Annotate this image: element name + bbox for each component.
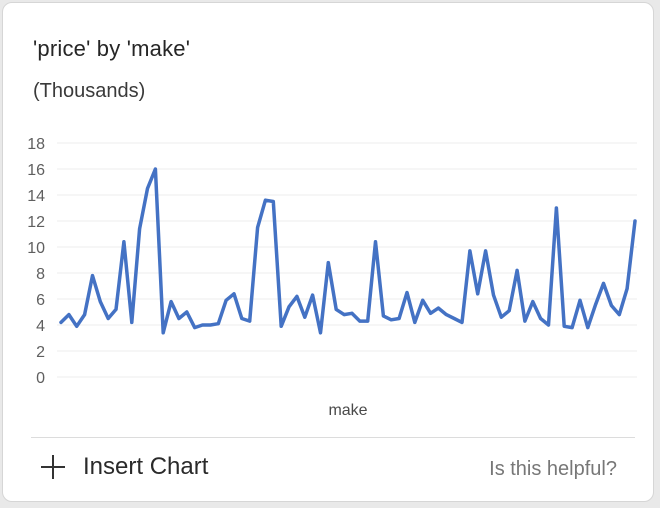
series-points [59, 167, 637, 335]
data-point [374, 240, 378, 244]
plus-icon [39, 453, 67, 481]
data-point [594, 302, 598, 306]
data-point [287, 305, 291, 309]
data-point [114, 307, 118, 311]
data-point [452, 317, 456, 320]
data-point [248, 319, 252, 323]
data-point [405, 291, 409, 294]
data-point [570, 326, 574, 330]
data-point [444, 313, 448, 317]
x-axis-label: make [328, 402, 367, 419]
data-point [271, 200, 275, 203]
y-tick-label: 0 [36, 370, 45, 387]
y-tick-label: 18 [27, 136, 45, 153]
chart-card: 'price' by 'make' (Thousands) 0 2 4 6 8 10 12 1… [2, 2, 654, 502]
data-point [311, 293, 315, 297]
y-tick-label: 6 [36, 292, 45, 309]
y-tick-label: 16 [27, 162, 45, 179]
data-point [350, 311, 354, 315]
y-tick-label: 8 [36, 266, 45, 283]
data-point [326, 261, 330, 265]
y-tick-label: 10 [27, 240, 45, 257]
data-point [263, 198, 267, 202]
data-point [185, 310, 189, 314]
data-point [484, 249, 488, 253]
data-point [318, 331, 322, 335]
data-point [256, 226, 260, 229]
data-point [366, 319, 370, 323]
data-point [539, 317, 543, 320]
data-point [208, 323, 212, 327]
chart-gridlines [57, 142, 637, 378]
data-point [523, 319, 527, 323]
data-point [201, 323, 205, 327]
helpful-feedback-link[interactable]: Is this helpful? [489, 458, 617, 480]
data-point [609, 304, 613, 307]
data-point [617, 313, 621, 317]
series-line [59, 167, 637, 335]
data-point [547, 323, 551, 327]
data-point [295, 294, 299, 298]
y-axis-ticks: 0 2 4 6 8 10 12 14 16 18 [27, 136, 45, 387]
data-point [429, 311, 433, 315]
data-point [138, 227, 142, 231]
data-point [460, 320, 464, 324]
data-point [83, 313, 87, 317]
chart-title: 'price' by 'make' [33, 36, 191, 61]
data-point [75, 324, 79, 328]
data-point [554, 206, 558, 210]
data-point [130, 320, 134, 324]
data-point [169, 300, 173, 304]
data-point [303, 315, 307, 319]
data-point [279, 324, 283, 328]
y-tick-label: 2 [36, 344, 45, 361]
data-point [145, 187, 149, 190]
data-point [562, 324, 566, 328]
y-tick-label: 4 [36, 318, 45, 335]
data-point [193, 326, 197, 330]
insert-chart-button[interactable]: Insert Chart [39, 453, 208, 481]
data-point [232, 292, 236, 296]
data-point [358, 319, 362, 323]
data-point [625, 287, 629, 291]
data-point [468, 249, 472, 253]
data-point [106, 317, 110, 320]
data-point [436, 306, 440, 310]
data-point [342, 313, 346, 317]
data-point [586, 326, 590, 330]
data-point [224, 298, 228, 302]
data-point [153, 167, 157, 171]
data-point [491, 293, 495, 297]
data-point [578, 298, 582, 302]
data-point [515, 268, 519, 272]
data-point [507, 309, 511, 313]
data-point [67, 313, 71, 317]
data-point [476, 292, 480, 296]
data-point [499, 315, 503, 319]
data-point [389, 318, 393, 322]
data-point [381, 314, 385, 318]
data-point [334, 307, 338, 311]
data-point [397, 317, 401, 320]
line-chart: 0 2 4 6 8 10 12 14 16 18 make [27, 136, 637, 419]
data-point [240, 317, 244, 320]
data-point [59, 320, 63, 324]
data-point [531, 300, 535, 304]
data-point [98, 300, 102, 304]
data-point [177, 317, 181, 320]
y-tick-label: 12 [27, 214, 45, 231]
data-point [161, 331, 165, 335]
insert-chart-label: Insert Chart [83, 453, 209, 480]
y-tick-label: 14 [27, 188, 45, 205]
data-point [90, 274, 94, 278]
footer-divider [31, 437, 635, 438]
data-point [122, 240, 126, 244]
data-point [413, 320, 417, 324]
data-point [216, 322, 220, 326]
data-point [633, 219, 637, 223]
data-point [421, 298, 425, 302]
data-point [602, 281, 606, 285]
chart-subtitle: (Thousands) [33, 80, 146, 102]
